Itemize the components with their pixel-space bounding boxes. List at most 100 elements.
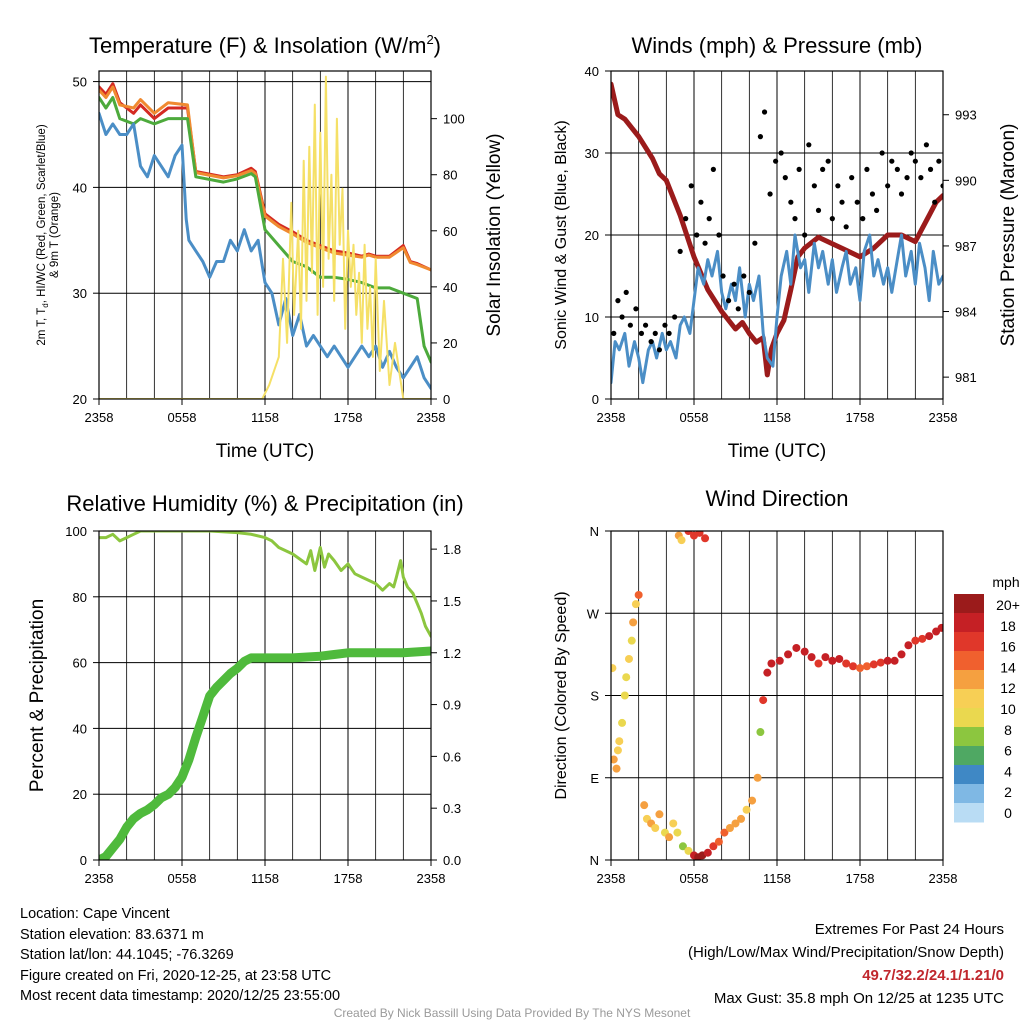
- plot-frame: [98, 530, 432, 861]
- y-tick-label: 60: [73, 656, 87, 671]
- y-axis-label: Direction (Colored By Speed): [553, 591, 570, 799]
- y2-tick-label: 0.3: [443, 801, 461, 816]
- direction-point: [763, 668, 772, 677]
- x-tick-label: 1158: [763, 871, 791, 886]
- gust-point: [694, 232, 700, 238]
- y2-tick-label: 60: [443, 224, 457, 239]
- x-tick-label: 2358: [85, 410, 114, 425]
- direction-point: [678, 842, 687, 851]
- plot-frame: [98, 70, 432, 400]
- gust-point: [788, 199, 794, 205]
- gust-point: [652, 330, 658, 336]
- title-superscript: 2: [426, 32, 433, 47]
- y2-tick-label: 0: [443, 392, 450, 407]
- y2-tick-label: 80: [443, 168, 457, 183]
- chart-title: Temperature (F) & Insolation (W/m2): [89, 32, 441, 58]
- colorbar-swatch: [954, 765, 984, 785]
- gust-point: [839, 199, 845, 205]
- colorbar-label: 18: [1000, 618, 1016, 634]
- gust-point: [932, 199, 938, 205]
- y-tick-label: 100: [65, 524, 87, 539]
- max-gust-text: Max Gust: 35.8 mph On 12/25 at 1235 UTC: [713, 990, 1004, 1007]
- y-tick-label: 40: [73, 180, 87, 195]
- y-tick-label: 20: [585, 228, 599, 243]
- direction-point: [937, 623, 943, 632]
- gust-point: [648, 339, 654, 345]
- direction-point: [748, 796, 757, 805]
- direction-point: [897, 650, 906, 659]
- y-axis-label: 2m T, Td, HI/WC (Red, Green, Scarlet/Blu…: [36, 124, 50, 345]
- chart-dir: Wind Direction 2358 0558 1158 1758 2358 N E S W N D…: [553, 486, 1020, 886]
- colorbar-label: 14: [1000, 659, 1016, 675]
- extremes-values: 49.7/32.2/24.1/1.21/0: [862, 967, 1004, 984]
- gust-point: [912, 158, 918, 164]
- colorbar-swatch: [954, 746, 984, 766]
- gust-point: [688, 183, 694, 189]
- gust-point: [936, 158, 942, 164]
- y-tick-label: 40: [585, 64, 599, 79]
- gust-point: [889, 158, 895, 164]
- y-tick-label: 20: [73, 787, 87, 802]
- recent-timestamp-text: Most recent data timestamp: 2020/12/25 2…: [20, 988, 341, 1004]
- direction-point: [720, 828, 729, 837]
- gust-point: [716, 232, 722, 238]
- gust-point: [638, 330, 645, 336]
- x-tick-label: 2358: [929, 871, 958, 886]
- y-tick-label: W: [587, 606, 600, 621]
- gust-point: [825, 158, 831, 164]
- gust-point: [802, 232, 808, 238]
- chart-title: Winds (mph) & Pressure (mb): [632, 33, 923, 58]
- y-axis-label: Sonic Wind & Gust (Blue, Black): [553, 120, 570, 349]
- gust-point: [898, 191, 905, 197]
- x-tick-label: 2358: [597, 410, 626, 425]
- y-tick-label: N: [590, 524, 599, 539]
- colorbar-label: 8: [1004, 722, 1012, 738]
- gust-point: [820, 166, 826, 172]
- direction-point: [759, 696, 768, 705]
- y-tick-label: 0: [592, 392, 599, 407]
- chart-temp: Temperature (F) & Insolation (W/m2) 2358 0…: [36, 32, 505, 462]
- direction-point: [655, 810, 664, 819]
- gust-point: [854, 199, 860, 205]
- direction-point: [918, 634, 927, 643]
- gust-point: [918, 175, 924, 181]
- extremes-subheading: (High/Low/Max Wind/Precipitation/Snow De…: [688, 944, 1004, 961]
- y2-tick-label: 993: [955, 108, 977, 123]
- gust-point: [677, 248, 683, 254]
- gust-point: [741, 273, 747, 279]
- colorbar-label: 6: [1004, 743, 1012, 759]
- gust-point: [683, 216, 689, 222]
- gust-point: [860, 216, 866, 222]
- created-text: Figure created on Fri, 2020-12-25, at 23…: [20, 967, 332, 984]
- colorbar-swatch: [954, 708, 984, 728]
- x-tick-label: 2358: [417, 410, 446, 425]
- colorbar-label: 12: [1000, 680, 1016, 696]
- y2-tick-label: 1.2: [443, 646, 461, 661]
- colorbar-label: 16: [1000, 639, 1016, 655]
- direction-point: [677, 536, 686, 545]
- direction-point: [673, 828, 682, 837]
- gust-point: [761, 109, 768, 115]
- title-part: Temperature (F) & Insolation (W/m: [89, 33, 426, 58]
- direction-point: [627, 636, 636, 645]
- x-tick-label: 1758: [334, 871, 363, 886]
- plot-area: [611, 531, 943, 860]
- gust-point: [773, 158, 779, 164]
- direction-point: [695, 531, 704, 537]
- gust-point: [904, 175, 910, 181]
- y-tick-label: 20: [73, 392, 87, 407]
- x-tick-label: 2358: [85, 871, 114, 886]
- gust-point: [843, 224, 849, 230]
- gust-point: [662, 322, 668, 328]
- series-hi-wc: [99, 111, 431, 390]
- direction-point: [703, 848, 712, 857]
- gust-point: [752, 240, 758, 246]
- series-solar-insolation: [99, 75, 431, 399]
- x-tick-label: 2358: [929, 410, 958, 425]
- direction-point: [725, 824, 734, 833]
- x-tick-label: 1158: [251, 871, 279, 886]
- y2-tick-label: 40: [443, 280, 457, 295]
- gust-point: [940, 183, 943, 189]
- y-label-subscript: d: [41, 303, 50, 307]
